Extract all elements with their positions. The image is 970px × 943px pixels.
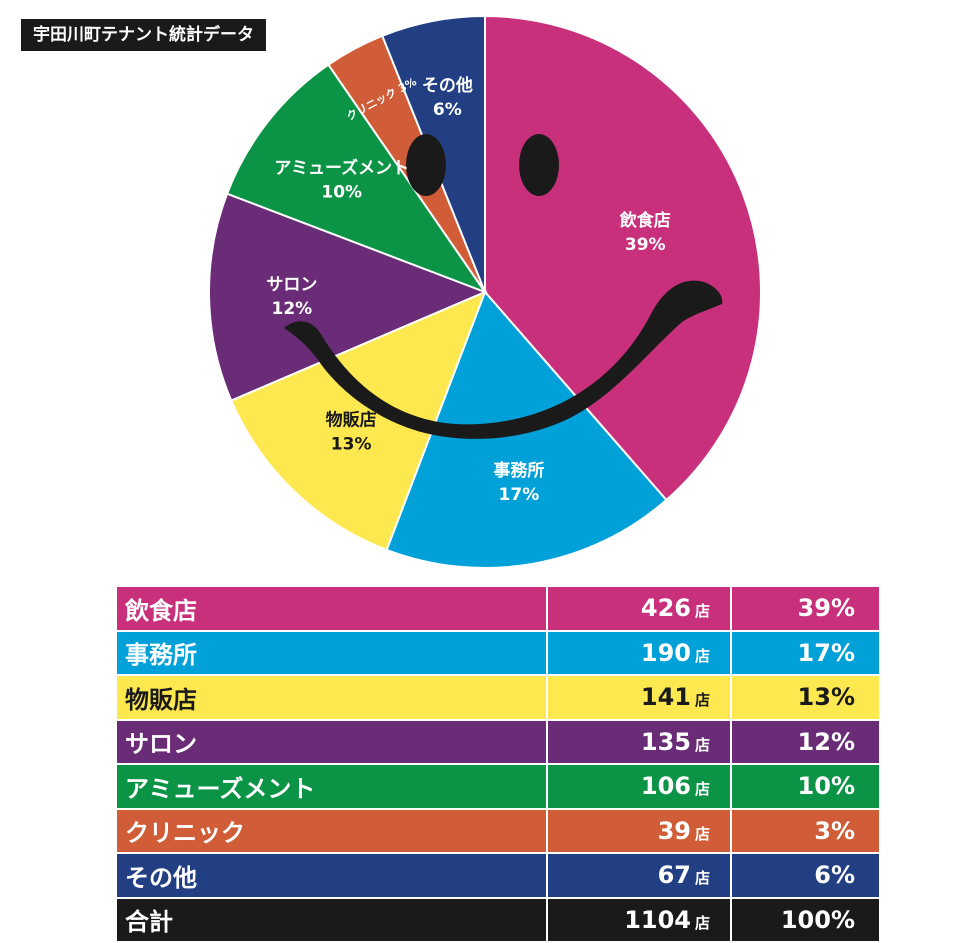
store-count-unit: 店 bbox=[694, 824, 710, 843]
store-count-value: 135 bbox=[640, 727, 691, 756]
store-count-unit: 店 bbox=[694, 735, 710, 754]
category-name-cell: 物販店 bbox=[117, 675, 547, 720]
pie-chart: 飲食店39%事務所17%物販店13%サロン12%アミューズメント10%クリニック… bbox=[208, 14, 762, 569]
table-row: その他 67 店 6% bbox=[117, 853, 879, 898]
table-row: 事務所 190 店 17% bbox=[117, 630, 879, 675]
table-row: クリニック 39 店 3% bbox=[117, 808, 879, 853]
store-count-unit: 店 bbox=[694, 869, 710, 888]
pie-category-label: サロン bbox=[266, 275, 317, 295]
pie-percent-label: 6% bbox=[433, 100, 462, 120]
store-count-cell: 141 店 bbox=[546, 675, 731, 720]
pie-percent-label: 10% bbox=[321, 182, 362, 202]
pie-slices bbox=[208, 14, 762, 569]
store-count-cell: 106 店 bbox=[546, 764, 731, 809]
pie-category-label: アミューズメント bbox=[274, 157, 409, 178]
store-count-cell: 135 店 bbox=[546, 719, 731, 764]
category-name-cell: その他 bbox=[117, 853, 547, 898]
pie-percent-label: 13% bbox=[331, 434, 372, 454]
store-count-value: 39 bbox=[657, 816, 691, 845]
table-row: 物販店 141 店 13% bbox=[117, 675, 879, 720]
store-count-unit: 店 bbox=[694, 646, 710, 665]
table-row: 合計 1104 店 100% bbox=[117, 897, 879, 942]
store-count-cell: 67 店 bbox=[546, 853, 731, 898]
table-row: アミューズメント 106 店 10% bbox=[117, 764, 879, 809]
pie-category-label: 事務所 bbox=[493, 460, 544, 481]
category-name-cell: クリニック bbox=[117, 808, 547, 853]
percent-cell: 10% bbox=[730, 764, 879, 809]
pie-slice bbox=[225, 63, 488, 295]
pie-percent-label: 39% bbox=[625, 235, 666, 255]
pie-slice bbox=[484, 14, 762, 502]
pie-percent-label: 12% bbox=[271, 299, 312, 319]
pie-category-label: 物販店 bbox=[326, 409, 377, 430]
percent-cell: 12% bbox=[730, 719, 879, 764]
store-count-cell: 190 店 bbox=[546, 630, 731, 675]
smiley-face bbox=[284, 134, 723, 439]
store-count-cell: 1104 店 bbox=[546, 897, 731, 942]
smiley-right-eye bbox=[519, 134, 559, 196]
store-count-unit: 店 bbox=[694, 913, 710, 932]
store-count-value: 190 bbox=[640, 638, 691, 667]
table-row: サロン 135 店 12% bbox=[117, 719, 879, 764]
store-count-value: 1104 bbox=[624, 905, 691, 934]
store-count-value: 106 bbox=[640, 772, 691, 801]
store-count-value: 67 bbox=[657, 861, 691, 890]
store-count-unit: 店 bbox=[694, 691, 710, 710]
category-name-cell: アミューズメント bbox=[117, 764, 547, 809]
page-title: 宇田川町テナント統計データ bbox=[21, 19, 266, 51]
percent-cell: 13% bbox=[730, 675, 879, 720]
percent-cell: 100% bbox=[730, 897, 879, 942]
store-count-cell: 426 店 bbox=[546, 587, 731, 631]
pie-category-label: その他 bbox=[422, 75, 473, 96]
pie-percent-label: 17% bbox=[499, 485, 540, 505]
category-name-cell: サロン bbox=[117, 719, 547, 764]
store-count-value: 426 bbox=[640, 594, 691, 623]
percent-cell: 6% bbox=[730, 853, 879, 898]
category-name-cell: 飲食店 bbox=[117, 587, 547, 631]
pie-slice bbox=[229, 290, 487, 552]
percent-cell: 39% bbox=[730, 587, 879, 631]
table-row: 飲食店 426 店 39% bbox=[117, 587, 879, 631]
store-count-unit: 店 bbox=[694, 602, 710, 621]
smiley-left-eye bbox=[406, 134, 446, 196]
category-name-cell: 合計 bbox=[117, 897, 547, 942]
pie-category-label: 飲食店 bbox=[619, 210, 671, 231]
store-count-cell: 39 店 bbox=[546, 808, 731, 853]
store-count-unit: 店 bbox=[694, 780, 710, 799]
stats-table: 飲食店 426 店 39% 事務所 190 店 17% 物販店 141 店 13% サロン 135 店 12%… bbox=[117, 587, 879, 943]
percent-cell: 3% bbox=[730, 808, 879, 853]
category-name-cell: 事務所 bbox=[117, 630, 547, 675]
smiley-mouth bbox=[284, 280, 723, 439]
pie-slice bbox=[208, 192, 488, 402]
percent-cell: 17% bbox=[730, 630, 879, 675]
store-count-value: 141 bbox=[640, 683, 691, 712]
